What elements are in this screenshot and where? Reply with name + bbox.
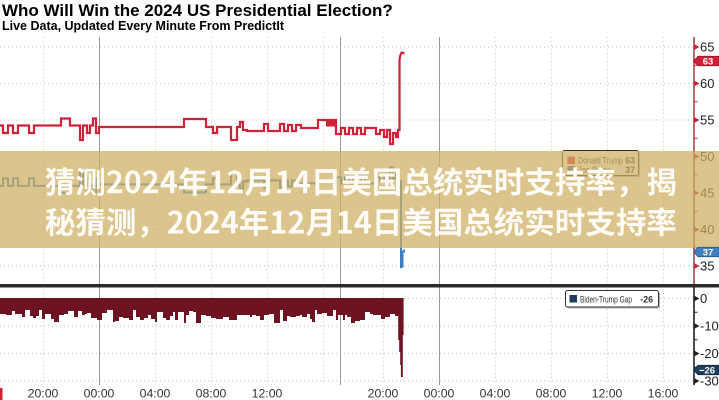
svg-text:-20: -20 [700,346,719,361]
svg-text:-30: -30 [700,374,719,389]
svg-text:65: 65 [700,40,714,55]
svg-text:35: 35 [700,259,714,274]
svg-text:04:00: 04:00 [140,387,171,400]
svg-text:-26: -26 [640,295,653,305]
svg-text:0: 0 [700,291,707,306]
svg-text:20:00: 20:00 [368,387,399,400]
svg-text:16:00: 16:00 [648,387,679,400]
svg-text:Biden-Trump Gap: Biden-Trump Gap [580,295,632,305]
svg-text:08:00: 08:00 [196,387,227,400]
svg-text:12:00: 12:00 [592,387,623,400]
svg-text:55: 55 [700,113,714,128]
svg-text:20:00: 20:00 [28,387,59,400]
svg-text:00:00: 00:00 [424,387,455,400]
svg-text:-10: -10 [700,319,719,334]
svg-text:08:00: 08:00 [536,387,567,400]
svg-text:−26: −26 [699,365,715,376]
svg-text:63: 63 [703,56,714,67]
svg-text:37: 37 [703,247,714,258]
svg-text:04:00: 04:00 [480,387,511,400]
svg-text:60: 60 [700,76,714,91]
svg-text:00:00: 00:00 [84,387,115,400]
svg-text:12:00: 12:00 [252,387,283,400]
